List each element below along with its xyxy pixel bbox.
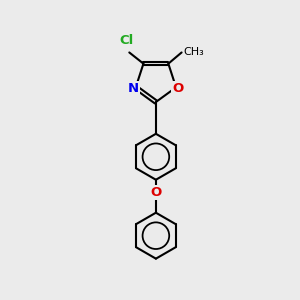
Text: O: O	[150, 186, 161, 199]
Text: CH₃: CH₃	[183, 46, 204, 57]
Text: N: N	[128, 82, 139, 95]
Text: Cl: Cl	[120, 34, 134, 47]
Text: O: O	[172, 82, 184, 95]
